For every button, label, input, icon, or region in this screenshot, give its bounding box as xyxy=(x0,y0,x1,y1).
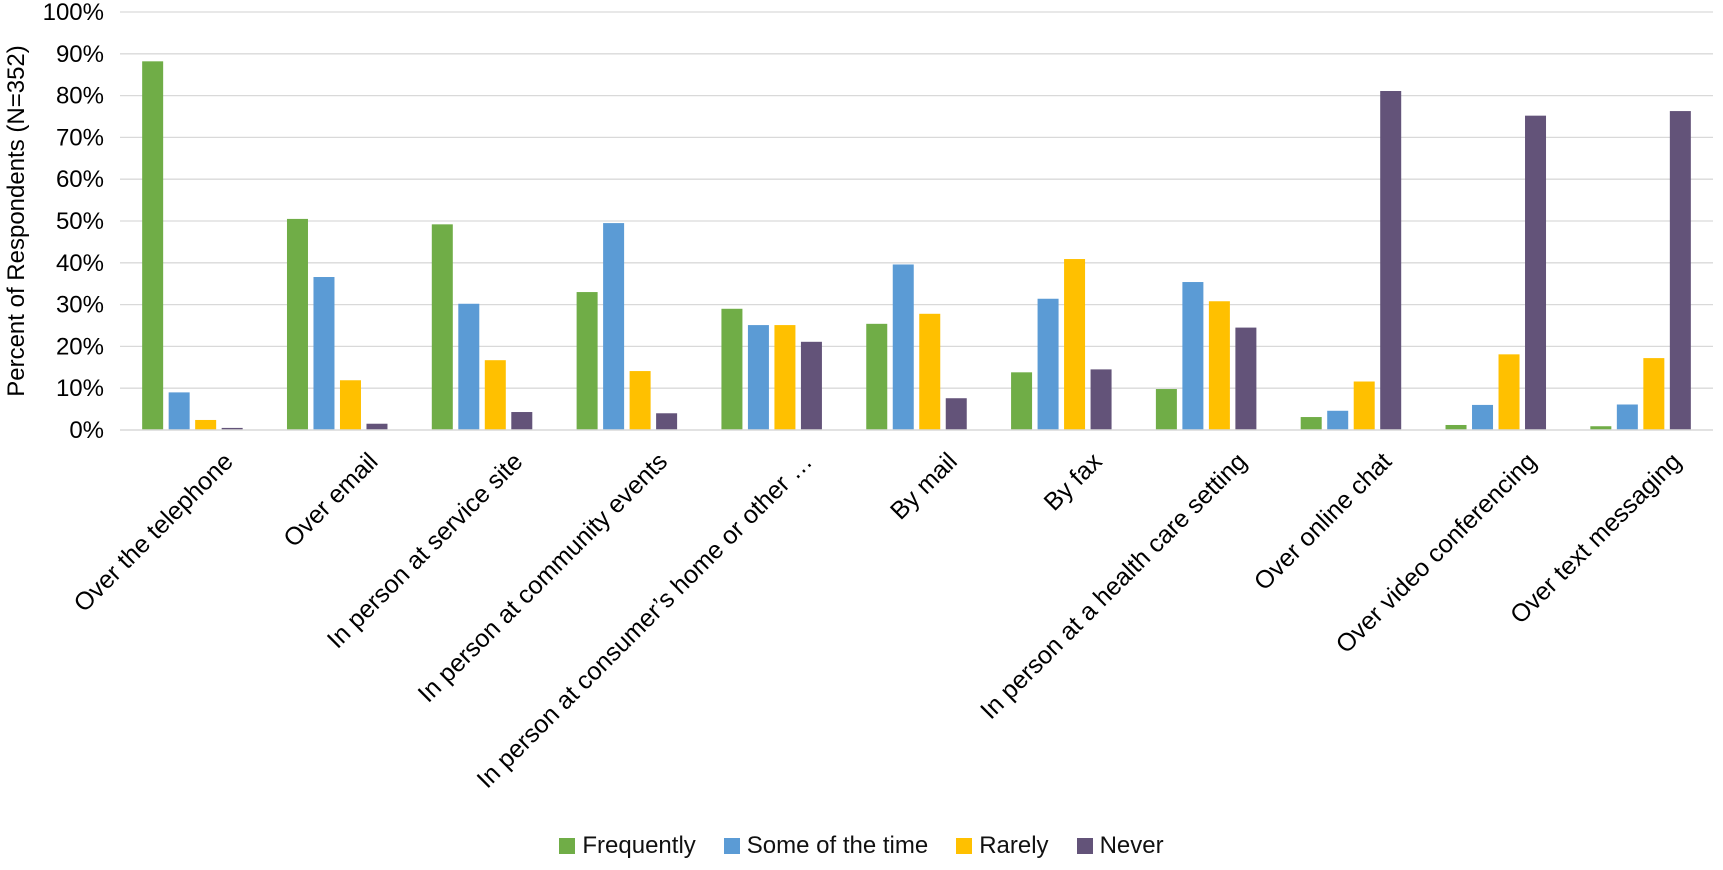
bar xyxy=(1064,259,1086,430)
bar xyxy=(945,398,967,430)
bar xyxy=(1235,327,1257,430)
bar xyxy=(1037,298,1059,430)
bar xyxy=(1353,381,1375,430)
legend-item: Some of the time xyxy=(723,832,929,860)
x-tick-label: By fax xyxy=(1039,447,1108,516)
bar xyxy=(919,313,941,430)
y-tick-label: 50% xyxy=(56,208,104,235)
bar xyxy=(313,277,335,430)
legend-label: Rarely xyxy=(979,832,1049,859)
legend-label: Frequently xyxy=(582,832,696,859)
legend-label: Some of the time xyxy=(746,832,929,859)
bar xyxy=(656,413,678,430)
y-tick-label: 10% xyxy=(56,375,104,402)
bar xyxy=(1498,354,1520,430)
legend-item: Frequently xyxy=(559,832,696,860)
y-tick-label: 0% xyxy=(69,417,104,444)
bar xyxy=(142,61,164,430)
bars xyxy=(142,61,1691,430)
y-tick-label: 40% xyxy=(56,250,104,277)
bar xyxy=(774,325,796,430)
bar xyxy=(168,392,190,430)
bar xyxy=(576,292,598,430)
bar xyxy=(747,325,769,430)
legend-item: Never xyxy=(1076,832,1164,860)
bar xyxy=(431,224,453,430)
legend-swatch xyxy=(723,838,740,854)
bar xyxy=(866,323,888,430)
legend-swatch xyxy=(956,838,973,854)
bar xyxy=(366,423,388,430)
legend-swatch xyxy=(1076,838,1093,854)
bar xyxy=(1208,301,1230,430)
bar xyxy=(1380,91,1402,430)
bar xyxy=(892,264,914,430)
bar xyxy=(1155,389,1177,430)
x-tick-label: Over online chat xyxy=(1249,447,1398,596)
gridlines xyxy=(120,11,1713,389)
legend: Frequently Some of the time Rarely Never xyxy=(0,832,1723,860)
bar xyxy=(458,303,480,430)
bar xyxy=(1525,115,1547,430)
y-axis-tick-labels: 0% 10% 20% 30% 40% 50% 60% 70% 80% 90% 100% xyxy=(43,0,104,444)
bar xyxy=(1643,358,1665,430)
bar xyxy=(1300,417,1322,430)
bar xyxy=(1182,282,1204,430)
bar xyxy=(1090,369,1112,430)
bar xyxy=(195,419,217,430)
bar xyxy=(800,341,822,430)
x-tick-label: In person at community events xyxy=(413,447,674,708)
bar xyxy=(484,360,506,430)
y-tick-label: 30% xyxy=(56,292,104,319)
y-tick-label: 20% xyxy=(56,333,104,360)
legend-item: Rarely xyxy=(956,832,1049,860)
y-tick-label: 60% xyxy=(56,166,104,193)
bar xyxy=(1590,426,1612,430)
bar xyxy=(1616,404,1638,430)
bar xyxy=(339,380,361,430)
y-tick-label: 90% xyxy=(56,41,104,68)
x-tick-label: Over the telephone xyxy=(68,447,238,617)
bar xyxy=(1327,410,1349,430)
y-tick-label: 100% xyxy=(43,0,104,26)
y-tick-label: 80% xyxy=(56,83,104,110)
bar xyxy=(1669,111,1691,430)
bar xyxy=(511,412,533,430)
y-axis-label: Percent of Respondents (N=352) xyxy=(3,45,30,397)
x-tick-label: In person at consumer’s home or other … xyxy=(472,447,818,793)
bar xyxy=(629,371,651,430)
x-axis-category-labels: Over the telephone Over email In person at… xyxy=(68,447,1686,794)
bar xyxy=(1445,424,1467,430)
x-tick-label: Over email xyxy=(278,447,383,552)
x-tick-label: By mail xyxy=(885,447,963,525)
bar xyxy=(721,308,743,430)
y-tick-label: 70% xyxy=(56,124,104,151)
bar xyxy=(286,218,308,430)
legend-swatch xyxy=(559,838,576,854)
bar xyxy=(603,223,625,430)
bar xyxy=(1472,404,1494,430)
bar xyxy=(1011,372,1033,430)
bar xyxy=(221,427,243,430)
x-tick-label: In person at a health care setting xyxy=(975,447,1252,724)
legend-label: Never xyxy=(1099,832,1164,859)
